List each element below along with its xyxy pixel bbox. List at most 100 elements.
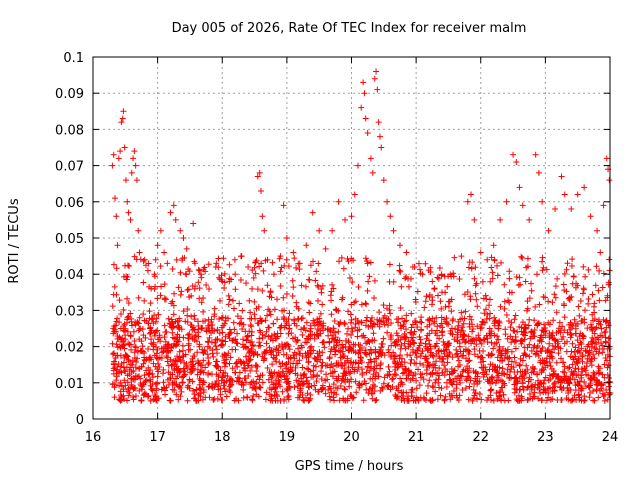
data-point [535, 169, 542, 176]
data-point [124, 198, 131, 205]
data-point [574, 191, 581, 198]
x-axis-ticks: 16 17 18 19 20 21 22 23 24 [85, 57, 618, 445]
data-point [597, 249, 604, 256]
data-point [135, 227, 142, 234]
data-point [484, 256, 491, 263]
data-point [354, 162, 361, 169]
data-point [600, 202, 607, 209]
data-point [568, 206, 575, 213]
data-point [375, 119, 382, 126]
data-point [438, 289, 445, 296]
data-point [290, 249, 297, 256]
data-point [161, 249, 168, 256]
data-point [280, 202, 287, 209]
data-point [581, 184, 588, 191]
data-point [558, 173, 565, 180]
data-point [373, 68, 380, 75]
data-point [587, 213, 594, 220]
chart-title: Day 005 of 2026, Rate Of TEC Index for r… [172, 21, 527, 36]
data-point [387, 213, 394, 220]
y-tick-label: 0.01 [55, 377, 84, 392]
data-point [545, 227, 552, 234]
data-point [151, 271, 158, 278]
data-point [180, 235, 187, 241]
data-point [322, 245, 329, 252]
data-point [270, 271, 277, 278]
data-point [396, 242, 403, 249]
data-point [364, 130, 371, 137]
data-point [225, 292, 232, 299]
y-tick-label: 0.1 [63, 51, 84, 66]
data-point [170, 202, 177, 209]
data-point [329, 227, 336, 234]
x-tick-label: 20 [343, 430, 360, 445]
data-point [519, 202, 526, 209]
x-tick-label: 23 [537, 430, 554, 445]
y-tick-label: 0 [76, 413, 84, 428]
data-point [122, 177, 129, 184]
data-point [172, 216, 179, 223]
data-point [127, 216, 134, 223]
data-point [118, 119, 125, 126]
data-point [561, 191, 568, 198]
data-point [458, 253, 465, 260]
x-tick-label: 19 [279, 430, 296, 445]
x-tick-label: 22 [472, 430, 489, 445]
data-point [497, 216, 504, 223]
data-point [154, 242, 161, 249]
data-point [409, 263, 416, 270]
data-point [429, 278, 436, 285]
y-tick-label: 0.09 [55, 87, 84, 102]
data-point [131, 148, 138, 155]
data-point [303, 242, 310, 249]
data-point [245, 263, 252, 270]
data-point-cloud [109, 253, 613, 404]
data-point [376, 133, 383, 140]
data-point [120, 108, 127, 115]
x-tick-label: 18 [214, 430, 231, 445]
data-point [539, 198, 546, 205]
data-point [113, 213, 120, 220]
x-tick-label: 17 [149, 430, 166, 445]
data-point [380, 177, 387, 184]
y-tick-label: 0.02 [55, 341, 84, 356]
data-point [351, 191, 358, 198]
data-point [309, 209, 316, 216]
data-point [468, 191, 475, 198]
data-point [526, 216, 533, 223]
data-point [254, 173, 261, 180]
data-point [378, 144, 385, 151]
data-point [419, 271, 426, 278]
y-tick-label: 0.08 [55, 123, 84, 138]
y-axis-label: ROTI / TECUs [7, 198, 22, 283]
data-point [115, 155, 122, 162]
data-point [119, 115, 126, 122]
data-point [348, 213, 355, 220]
data-point [358, 104, 365, 111]
data-point [360, 79, 367, 86]
data-point [390, 227, 397, 234]
data-point [371, 75, 378, 82]
data-point [606, 177, 613, 184]
data-point [464, 198, 471, 205]
x-axis-label: GPS time / hours [295, 459, 404, 474]
data-point [335, 198, 342, 205]
data-point [594, 227, 601, 234]
data-point [164, 260, 171, 267]
data-point [256, 169, 263, 176]
y-tick-label: 0.03 [55, 304, 84, 319]
data-point [136, 249, 143, 256]
data-point [111, 195, 118, 202]
data-point [259, 213, 266, 220]
data-point [232, 271, 239, 278]
data-point [148, 285, 155, 292]
data-point [403, 249, 410, 256]
data-point [203, 282, 210, 289]
data-point [374, 86, 381, 93]
data-point [296, 260, 303, 267]
x-tick-label: 16 [85, 430, 102, 445]
data-point [361, 90, 368, 97]
data-point [238, 253, 245, 260]
data-point [219, 278, 226, 285]
